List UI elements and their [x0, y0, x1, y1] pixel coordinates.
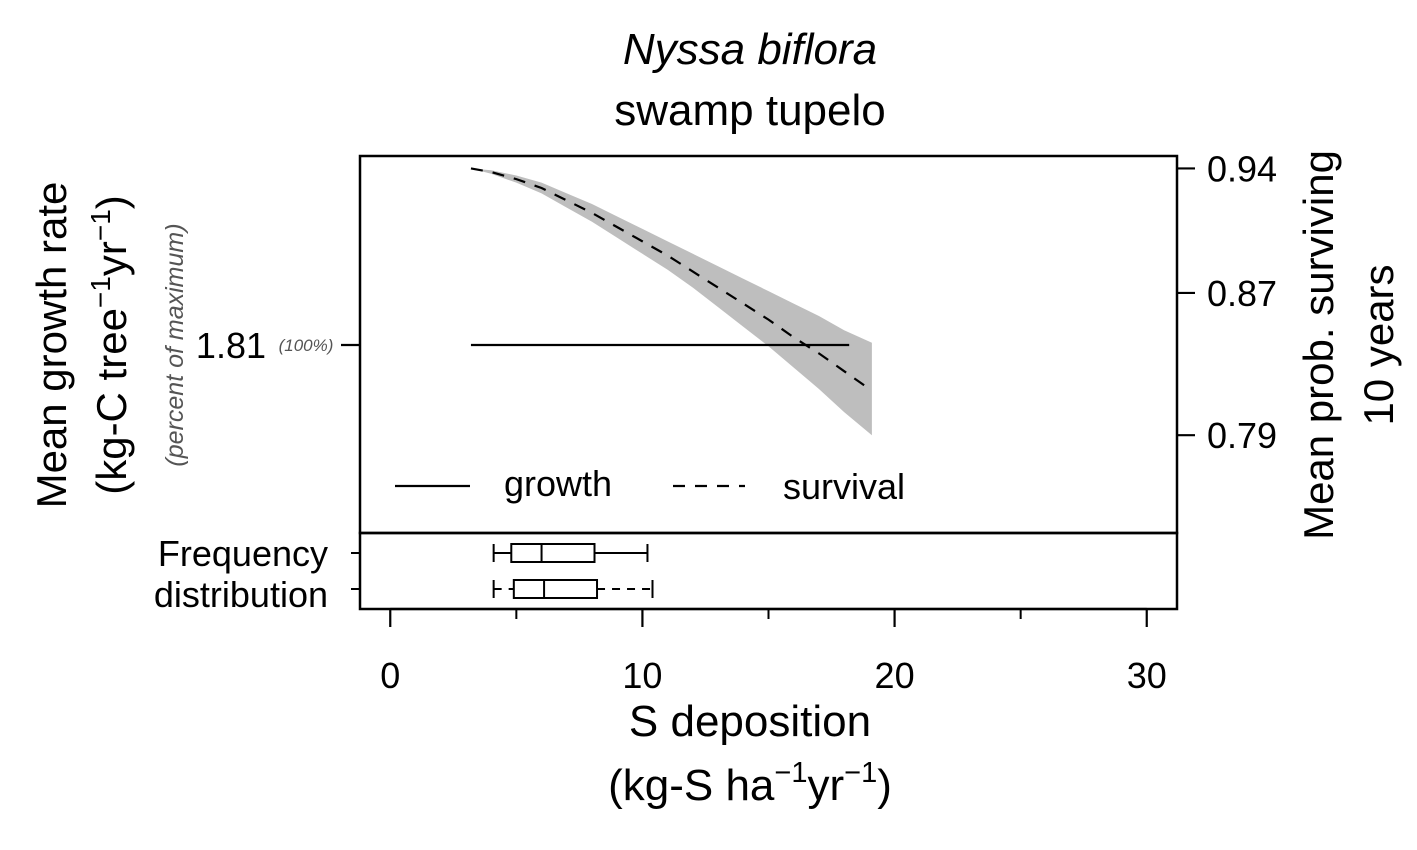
left-units-base: (kg-C tree [88, 308, 135, 495]
frequency-panel-frame [358, 531, 1179, 611]
left-axis-title: Mean growth rate [28, 182, 75, 509]
left-units-exp2: −1 [85, 209, 116, 241]
left-units-mid: yr [88, 241, 135, 276]
x-axis-title-units: (kg-S ha−1yr−1) [608, 757, 892, 810]
main-plot-panel [358, 154, 1179, 535]
left-axis-tick-label: 1.81 [196, 325, 266, 366]
x-axis-tick-label: 10 [622, 655, 662, 696]
x-units-exp1: −1 [774, 757, 807, 789]
left-axis-title-units: (kg-C tree−1yr−1) [85, 195, 135, 495]
x-units-close: ) [877, 761, 892, 810]
right-axis: 0.94 0.87 0.79 [1177, 148, 1277, 456]
left-units-close: ) [88, 195, 135, 209]
x-axis-tick-label: 30 [1127, 655, 1167, 696]
frequency-distribution-panel: Frequency distribution [154, 531, 1179, 615]
legend-growth-label: growth [504, 463, 612, 504]
chart-title-italic: Nyssa biflora [623, 25, 877, 74]
boxplot-box [512, 579, 599, 599]
legend-survival-label: survival [783, 466, 905, 507]
right-axis-title-line2: 10 years [1355, 264, 1402, 425]
x-units-exp2: −1 [844, 757, 877, 789]
right-axis-title-line1: Mean prob. surviving [1295, 150, 1342, 540]
x-units-mid: yr [807, 761, 844, 810]
right-axis-tick-label: 0.79 [1207, 415, 1277, 456]
frequency-label-line2: distribution [154, 574, 328, 615]
legend: growth survival [395, 463, 905, 507]
survival-confidence-band [470, 168, 872, 436]
right-axis-tick-label: 0.87 [1207, 273, 1277, 314]
boxplot-box [510, 543, 596, 563]
right-axis-tick-label: 0.94 [1207, 148, 1277, 189]
chart-title: swamp tupelo [614, 86, 885, 135]
frequency-label-line1: Frequency [158, 533, 328, 574]
boxplots [492, 543, 654, 599]
x-axis-title: S deposition [629, 697, 871, 746]
x-axis: 0 10 20 30 [380, 607, 1167, 696]
left-units-exp1: −1 [85, 276, 116, 308]
x-axis-tick-label: 20 [875, 655, 915, 696]
survival-line [470, 167, 873, 392]
left-axis: 1.81 (100%) [196, 325, 360, 366]
left-axis-tick-percent: (100%) [279, 336, 334, 355]
x-axis-tick-label: 0 [380, 655, 400, 696]
left-axis-subtitle: (percent of maximum) [161, 223, 189, 466]
x-units-base: (kg-S ha [608, 761, 775, 810]
